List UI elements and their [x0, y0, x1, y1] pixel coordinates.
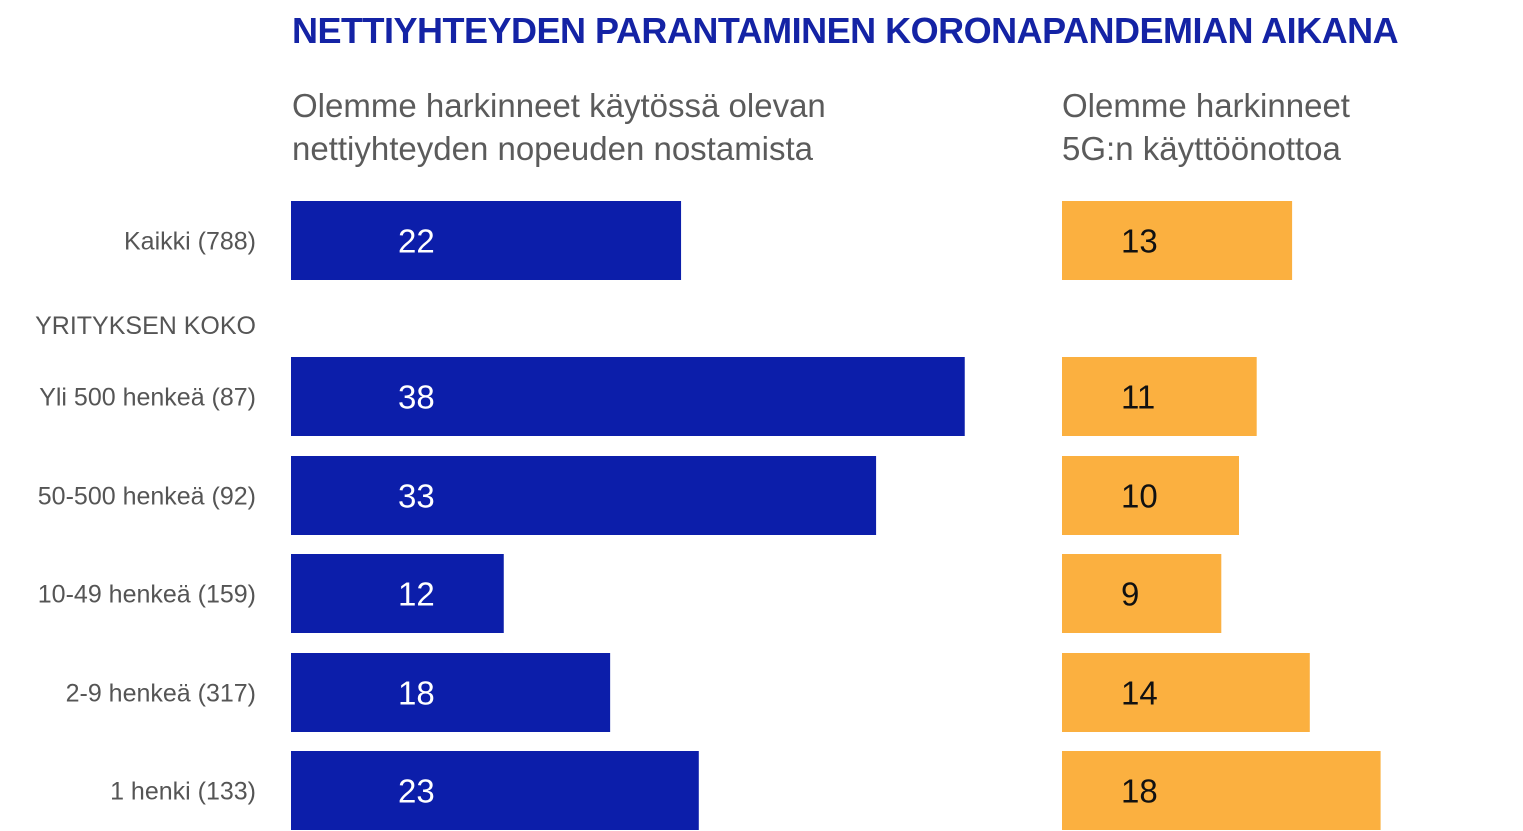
data-label: 18 — [1121, 773, 1158, 810]
category-label: 10-49 henkeä (159) — [38, 581, 256, 609]
data-label: 13 — [1121, 223, 1158, 260]
category-label: 1 henki (133) — [110, 778, 256, 806]
chart-title: NETTIYHTEYDEN PARANTAMINEN KORONAPANDEMI… — [292, 10, 1399, 51]
category-label: 50-500 henkeä (92) — [38, 483, 256, 511]
data-label: 38 — [398, 379, 435, 416]
bar-series-1 — [291, 653, 611, 732]
section-label: YRITYKSEN KOKO — [35, 312, 256, 340]
data-label: 10 — [1121, 478, 1158, 515]
bar-series-2 — [1062, 456, 1239, 535]
bar-series-1 — [291, 357, 965, 436]
data-label: 23 — [398, 773, 435, 810]
bar-series-2 — [1062, 201, 1293, 280]
bar-series-2 — [1062, 357, 1257, 436]
bar-series-2 — [1062, 653, 1310, 732]
data-label: 9 — [1121, 576, 1139, 613]
category-label: Yli 500 henkeä (87) — [39, 384, 256, 412]
series-1-header: Olemme harkinneet käytössä olevan nettiy… — [292, 87, 826, 167]
bar-series-1 — [291, 751, 699, 830]
data-label: 18 — [398, 675, 435, 712]
bar-series-2 — [1062, 554, 1222, 633]
category-label: 2-9 henkeä (317) — [66, 680, 256, 708]
bar-series-1 — [291, 201, 682, 280]
bar-series-1 — [291, 554, 504, 633]
bar-series-1 — [291, 456, 877, 535]
data-label: 12 — [398, 576, 435, 613]
series-2-header: Olemme harkinneet 5G:n käyttöönottoa — [1062, 87, 1350, 167]
data-label: 22 — [398, 223, 435, 260]
category-label: Kaikki (788) — [124, 228, 256, 256]
bar-series-2 — [1062, 751, 1381, 830]
data-label: 14 — [1121, 675, 1158, 712]
data-label: 11 — [1121, 379, 1155, 416]
data-label: 33 — [398, 478, 435, 515]
